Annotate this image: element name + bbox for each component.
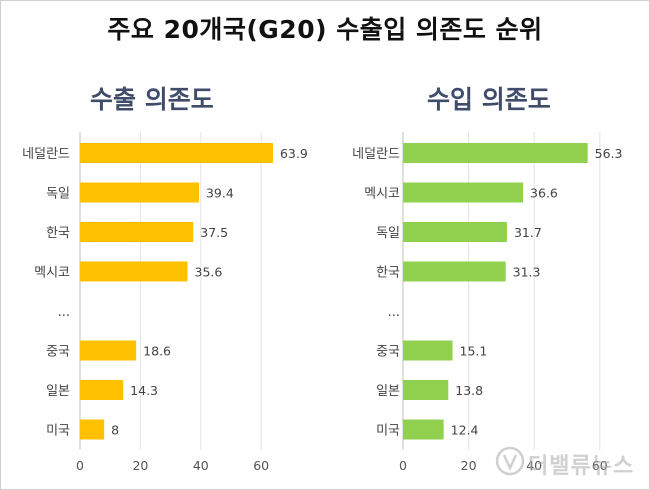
import-value-label-7: 12.4 bbox=[451, 423, 479, 438]
import-value-label-1: 36.6 bbox=[530, 186, 558, 201]
import-panel-title: 수입 의존도 bbox=[427, 85, 551, 114]
import-tick-label-1: 20 bbox=[461, 458, 477, 473]
export-category-label-6: 일본 bbox=[46, 384, 70, 399]
import-category-label-4: ... bbox=[388, 305, 400, 320]
export-value-label-1: 39.4 bbox=[206, 186, 234, 201]
export-tick-label-2: 40 bbox=[193, 458, 209, 473]
export-value-label-7: 8 bbox=[111, 423, 119, 438]
import-value-label-3: 31.3 bbox=[513, 265, 541, 280]
export-tick-label-3: 60 bbox=[253, 458, 269, 473]
export-value-label-0: 63.9 bbox=[280, 146, 308, 161]
import-bar-6 bbox=[403, 380, 449, 400]
import-value-label-6: 13.8 bbox=[455, 383, 483, 398]
import-tick-label-0: 0 bbox=[399, 458, 407, 473]
export-bar-7 bbox=[80, 419, 105, 440]
export-panel-title: 수출 의존도 bbox=[90, 85, 214, 114]
export-tick-label-0: 0 bbox=[76, 458, 84, 473]
export-category-label-5: 중국 bbox=[46, 345, 70, 360]
export-category-label-0: 네덜란드 bbox=[22, 147, 70, 162]
import-bar-7 bbox=[403, 419, 444, 440]
import-category-label-2: 독일 bbox=[376, 226, 400, 241]
import-category-label-0: 네덜란드 bbox=[352, 147, 400, 162]
import-category-label-7: 미국 bbox=[376, 424, 400, 439]
import-value-label-0: 56.3 bbox=[595, 146, 623, 161]
export-value-label-3: 35.6 bbox=[195, 265, 223, 280]
import-category-label-1: 멕시코 bbox=[364, 187, 400, 202]
import-bar-5 bbox=[403, 340, 453, 361]
import-value-label-2: 31.7 bbox=[514, 225, 542, 240]
import-bar-0 bbox=[403, 143, 588, 163]
export-tick-label-1: 20 bbox=[132, 458, 148, 473]
export-bar-6 bbox=[80, 380, 124, 400]
import-category-label-6: 일본 bbox=[376, 384, 400, 399]
import-value-label-5: 15.1 bbox=[460, 344, 488, 359]
watermark-logo-icon bbox=[495, 446, 525, 476]
export-category-label-2: 한국 bbox=[46, 226, 70, 241]
import-bar-1 bbox=[403, 182, 524, 203]
export-value-label-2: 37.5 bbox=[200, 225, 228, 240]
export-category-label-7: 미국 bbox=[46, 424, 70, 439]
export-bar-1 bbox=[80, 182, 199, 203]
export-category-label-4: ... bbox=[58, 305, 70, 320]
export-bar-2 bbox=[80, 222, 194, 242]
export-category-label-1: 독일 bbox=[46, 187, 70, 202]
export-bar-3 bbox=[80, 261, 188, 282]
export-bar-5 bbox=[80, 340, 137, 361]
import-bar-2 bbox=[403, 222, 507, 242]
export-value-label-6: 14.3 bbox=[130, 383, 158, 398]
import-category-label-5: 중국 bbox=[376, 345, 400, 360]
export-bar-0 bbox=[80, 143, 273, 163]
import-category-label-3: 한국 bbox=[376, 266, 400, 281]
export-category-label-3: 멕시코 bbox=[34, 266, 70, 281]
import-tick-label-2: 40 bbox=[526, 458, 542, 473]
import-tick-label-3: 60 bbox=[592, 458, 608, 473]
export-value-label-5: 18.6 bbox=[143, 344, 171, 359]
figure-title: 주요 20개국(G20) 수출입 의존도 순위 bbox=[107, 15, 543, 44]
import-bar-3 bbox=[403, 261, 506, 282]
watermark-text: 더밸류뉴스 bbox=[528, 454, 635, 479]
